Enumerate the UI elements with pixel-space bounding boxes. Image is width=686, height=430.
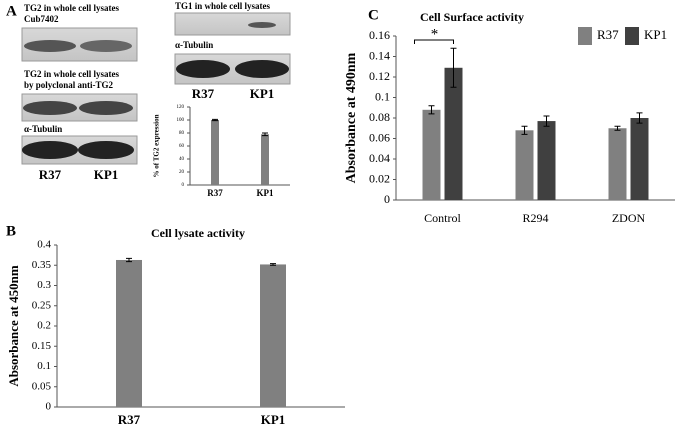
annotation: * — [431, 26, 439, 42]
panel-label: A — [6, 3, 17, 19]
bar — [422, 109, 441, 200]
bar — [444, 67, 463, 201]
band — [235, 60, 289, 78]
y-tick-label: 0.25 — [32, 299, 52, 311]
blot-label: TG2 in whole cell lysates — [24, 69, 119, 79]
x-tick-label: R37 — [118, 412, 141, 427]
bar — [211, 120, 219, 185]
x-tick-label: Control — [424, 211, 461, 225]
lane-label: KP1 — [94, 167, 119, 182]
y-tick-label: 0.15 — [32, 340, 52, 352]
panel-label: C — [368, 7, 379, 23]
band — [79, 101, 133, 115]
y-tick-label: 0.06 — [369, 130, 390, 144]
y-tick-label: 0.08 — [369, 110, 390, 124]
y-tick-label: 0.1 — [375, 89, 390, 103]
bar — [116, 259, 142, 407]
y-tick-label: 20 — [179, 170, 185, 175]
chart-title: Cell Surface activity — [420, 10, 524, 24]
bar — [260, 264, 286, 407]
blot-label: Cub7402 — [24, 14, 59, 24]
error-bar — [636, 112, 643, 124]
significance-bracket — [414, 39, 454, 44]
legend-swatch — [625, 27, 639, 45]
bar — [608, 128, 627, 200]
y-axis-label: Absorbance at 450nm — [6, 265, 21, 387]
blot-label: α-Tubulin — [24, 124, 62, 134]
y-tick-label: 0.4 — [37, 239, 51, 251]
error-bar — [428, 105, 435, 115]
error-bar — [450, 47, 457, 88]
y-tick-label: 0.04 — [369, 151, 390, 165]
error-bar — [212, 118, 218, 122]
band — [22, 141, 78, 159]
x-tick-label: ZDON — [612, 211, 646, 225]
y-tick-label: 0 — [182, 183, 185, 188]
legend-swatch — [578, 27, 592, 45]
y-tick-label: 0.12 — [369, 69, 390, 83]
bar — [630, 118, 649, 200]
y-tick-label: 0.35 — [32, 259, 52, 271]
y-tick-label: 120 — [177, 105, 185, 110]
error-bar — [270, 263, 276, 266]
bar — [261, 134, 269, 185]
blot — [174, 12, 291, 36]
panel-label: B — [6, 223, 16, 239]
blot-label: α-Tubulin — [175, 40, 213, 50]
y-axis-label: Absorbance at 490nm — [344, 52, 359, 183]
x-tick-label: R37 — [207, 188, 223, 198]
y-tick-label: 0 — [46, 401, 52, 413]
y-tick-label: 0.14 — [369, 48, 390, 62]
lane-label: R37 — [39, 167, 62, 182]
band — [248, 22, 276, 28]
lane-label: KP1 — [250, 86, 275, 101]
bar — [515, 130, 534, 200]
y-tick-label: 0 — [384, 192, 390, 206]
band — [80, 40, 132, 52]
y-tick-label: 0.1 — [37, 360, 51, 372]
error-bar — [126, 257, 132, 263]
y-axis-label: % of TG2 expression — [153, 114, 161, 177]
band — [78, 141, 134, 159]
y-tick-label: 100 — [177, 118, 185, 123]
blot-label: TG2 in whole cell lysates — [24, 3, 119, 13]
x-tick-label: R294 — [522, 211, 548, 225]
legend-label: R37 — [597, 27, 619, 42]
y-tick-label: 0.2 — [37, 320, 51, 332]
y-tick-label: 0.02 — [369, 171, 390, 185]
chart-title: Cell lysate activity — [151, 226, 245, 240]
blot-label: by polyclonal anti-TG2 — [24, 80, 114, 90]
legend-label: KP1 — [644, 27, 667, 42]
x-tick-label: KP1 — [257, 188, 274, 198]
band — [176, 60, 230, 78]
error-bar — [262, 132, 268, 137]
error-bar — [521, 125, 528, 135]
y-tick-label: 80 — [179, 131, 185, 136]
y-tick-label: 40 — [179, 157, 185, 162]
blot-label: TG1 in whole cell lysates — [175, 1, 270, 11]
y-tick-label: 0.05 — [32, 380, 52, 392]
band — [23, 101, 77, 115]
band — [24, 40, 76, 52]
y-tick-label: 0.16 — [369, 28, 390, 42]
bar — [537, 121, 556, 200]
error-bar — [543, 115, 550, 127]
y-tick-label: 0.3 — [37, 279, 51, 291]
lane-label: R37 — [192, 86, 215, 101]
x-tick-label: KP1 — [261, 412, 286, 427]
error-bar — [614, 125, 621, 131]
y-tick-label: 60 — [179, 144, 185, 149]
